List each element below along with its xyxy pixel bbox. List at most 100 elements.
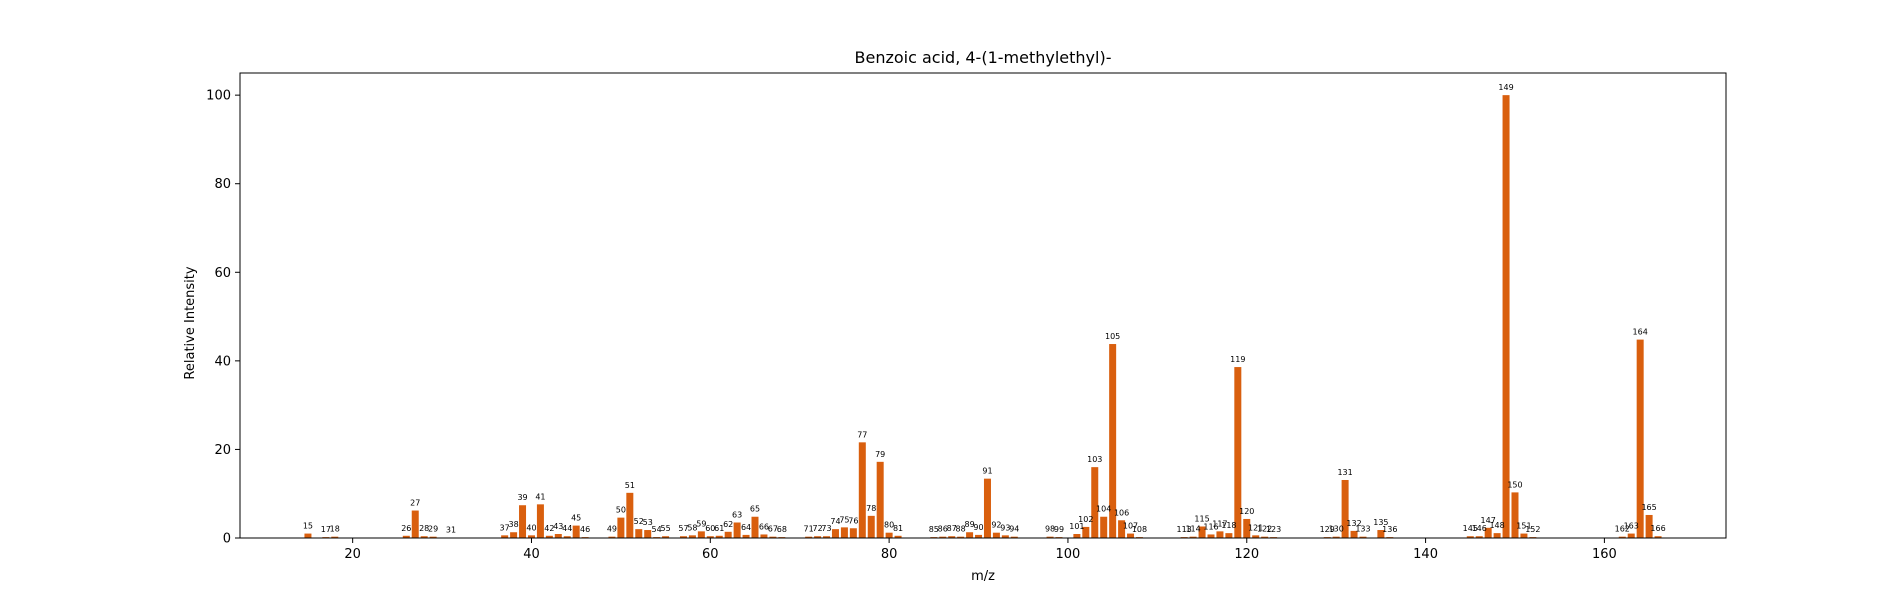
bar-label-mz-65: 65 bbox=[750, 505, 760, 514]
bar-mz-164 bbox=[1636, 339, 1644, 538]
bar-label-mz-26: 26 bbox=[401, 524, 411, 533]
bar-mz-130 bbox=[1332, 536, 1340, 538]
bar-label-mz-147: 147 bbox=[1481, 516, 1496, 525]
bar-mz-91 bbox=[983, 478, 991, 538]
bar-mz-135 bbox=[1377, 530, 1385, 538]
bar-mz-75 bbox=[840, 527, 848, 538]
bar-mz-52 bbox=[635, 529, 643, 538]
x-tick-label: 40 bbox=[523, 547, 540, 562]
bar-mz-122 bbox=[1261, 536, 1269, 538]
bar-label-mz-29: 29 bbox=[428, 525, 438, 534]
y-tick-label: 100 bbox=[206, 89, 231, 104]
bar-label-mz-45: 45 bbox=[571, 514, 581, 523]
bar-mz-115 bbox=[1198, 526, 1206, 538]
bar-label-mz-89: 89 bbox=[964, 520, 974, 529]
y-tick-label: 20 bbox=[214, 443, 231, 458]
y-tick-label: 80 bbox=[214, 177, 231, 192]
bar-label-mz-37: 37 bbox=[500, 523, 510, 532]
bar-mz-57 bbox=[679, 536, 687, 538]
bar-label-mz-17: 17 bbox=[321, 525, 331, 534]
bar-label-mz-106: 106 bbox=[1114, 508, 1129, 517]
bar-label-mz-136: 136 bbox=[1382, 525, 1397, 534]
bar-label-mz-104: 104 bbox=[1096, 505, 1111, 514]
bar-mz-26 bbox=[402, 535, 410, 538]
bar-label-mz-61: 61 bbox=[714, 524, 724, 533]
bar-label-mz-27: 27 bbox=[410, 499, 420, 508]
bar-mz-151 bbox=[1520, 533, 1528, 538]
bar-label-mz-122: 122 bbox=[1257, 525, 1272, 534]
bar-label-mz-62: 62 bbox=[723, 520, 733, 529]
bar-label-mz-114: 114 bbox=[1185, 525, 1200, 534]
bar-label-mz-86: 86 bbox=[938, 525, 948, 534]
bar-label-mz-39: 39 bbox=[517, 493, 527, 502]
bar-label-mz-117: 117 bbox=[1212, 519, 1227, 528]
bar-label-mz-149: 149 bbox=[1498, 83, 1513, 92]
bar-label-mz-132: 132 bbox=[1346, 519, 1361, 528]
bar-mz-105 bbox=[1109, 344, 1117, 538]
bar-label-mz-59: 59 bbox=[696, 519, 706, 528]
bar-label-mz-51: 51 bbox=[625, 481, 635, 490]
bar-label-mz-119: 119 bbox=[1230, 355, 1245, 364]
bar-label-mz-115: 115 bbox=[1194, 514, 1209, 523]
bar-mz-38 bbox=[510, 532, 518, 538]
bar-label-mz-79: 79 bbox=[875, 450, 885, 459]
bar-mz-40 bbox=[527, 535, 535, 538]
bar-mz-163 bbox=[1627, 533, 1635, 538]
x-tick-label: 80 bbox=[881, 547, 898, 562]
bar-label-mz-94: 94 bbox=[1009, 525, 1019, 534]
y-tick-label: 0 bbox=[223, 532, 231, 547]
bar-mz-80 bbox=[885, 532, 893, 538]
y-axis-ticks: 0 20 40 60 80 100 bbox=[206, 89, 240, 547]
bar-label-mz-31: 31 bbox=[446, 526, 456, 535]
bar-label-mz-130: 130 bbox=[1329, 525, 1344, 534]
bar-label-mz-72: 72 bbox=[812, 524, 822, 533]
bar-label-mz-98: 98 bbox=[1045, 525, 1055, 534]
bar-mz-107 bbox=[1127, 533, 1135, 538]
bar-mz-45 bbox=[572, 525, 580, 538]
bar-mz-72 bbox=[814, 536, 822, 538]
bar-mz-92 bbox=[992, 532, 1000, 538]
y-tick-label: 40 bbox=[214, 354, 231, 369]
bar-mz-71 bbox=[805, 536, 813, 538]
bar-mz-55 bbox=[662, 536, 670, 538]
bar-label-mz-113: 113 bbox=[1177, 525, 1192, 534]
bar-mz-73 bbox=[823, 536, 831, 538]
bar-label-mz-101: 101 bbox=[1069, 522, 1084, 531]
bar-mz-145 bbox=[1466, 536, 1474, 538]
bar-label-mz-150: 150 bbox=[1507, 480, 1522, 489]
bar-label-mz-133: 133 bbox=[1355, 525, 1370, 534]
bar-label-mz-60: 60 bbox=[705, 524, 715, 533]
bar-label-mz-71: 71 bbox=[804, 525, 814, 534]
bar-label-mz-58: 58 bbox=[687, 523, 697, 532]
bar-mz-121 bbox=[1252, 535, 1260, 538]
bar-mz-162 bbox=[1618, 536, 1626, 538]
bar-mz-76 bbox=[849, 528, 857, 538]
bar-mz-49 bbox=[608, 536, 616, 538]
bar-mz-117 bbox=[1216, 531, 1224, 538]
bar-mz-118 bbox=[1225, 533, 1233, 538]
bar-mz-61 bbox=[715, 535, 723, 538]
x-axis-ticks: 20 40 60 80 100 120 140 160 bbox=[344, 538, 1617, 562]
bar-mz-114 bbox=[1189, 536, 1197, 538]
x-tick-label: 120 bbox=[1234, 547, 1259, 562]
bar-mz-28 bbox=[420, 536, 428, 538]
chart-title: Benzoic acid, 4-(1-methylethyl)- bbox=[855, 48, 1112, 67]
bar-label-mz-41: 41 bbox=[535, 492, 545, 501]
bar-mz-93 bbox=[1001, 535, 1009, 538]
bar-mz-81 bbox=[894, 535, 902, 538]
bar-label-mz-63: 63 bbox=[732, 511, 742, 520]
bar-label-mz-123: 123 bbox=[1266, 525, 1281, 534]
bar-label-mz-42: 42 bbox=[544, 524, 554, 533]
bar-label-mz-129: 129 bbox=[1320, 525, 1335, 534]
bar-label-mz-18: 18 bbox=[330, 525, 340, 534]
bar-mz-63 bbox=[733, 522, 741, 538]
bar-mz-133 bbox=[1359, 536, 1367, 538]
bar-label-mz-64: 64 bbox=[741, 523, 751, 532]
bar-mz-94 bbox=[1010, 536, 1018, 538]
bar-mz-150 bbox=[1511, 492, 1519, 538]
x-tick-label: 20 bbox=[344, 547, 361, 562]
bar-mz-50 bbox=[617, 517, 625, 538]
bar-mz-86 bbox=[939, 536, 947, 538]
